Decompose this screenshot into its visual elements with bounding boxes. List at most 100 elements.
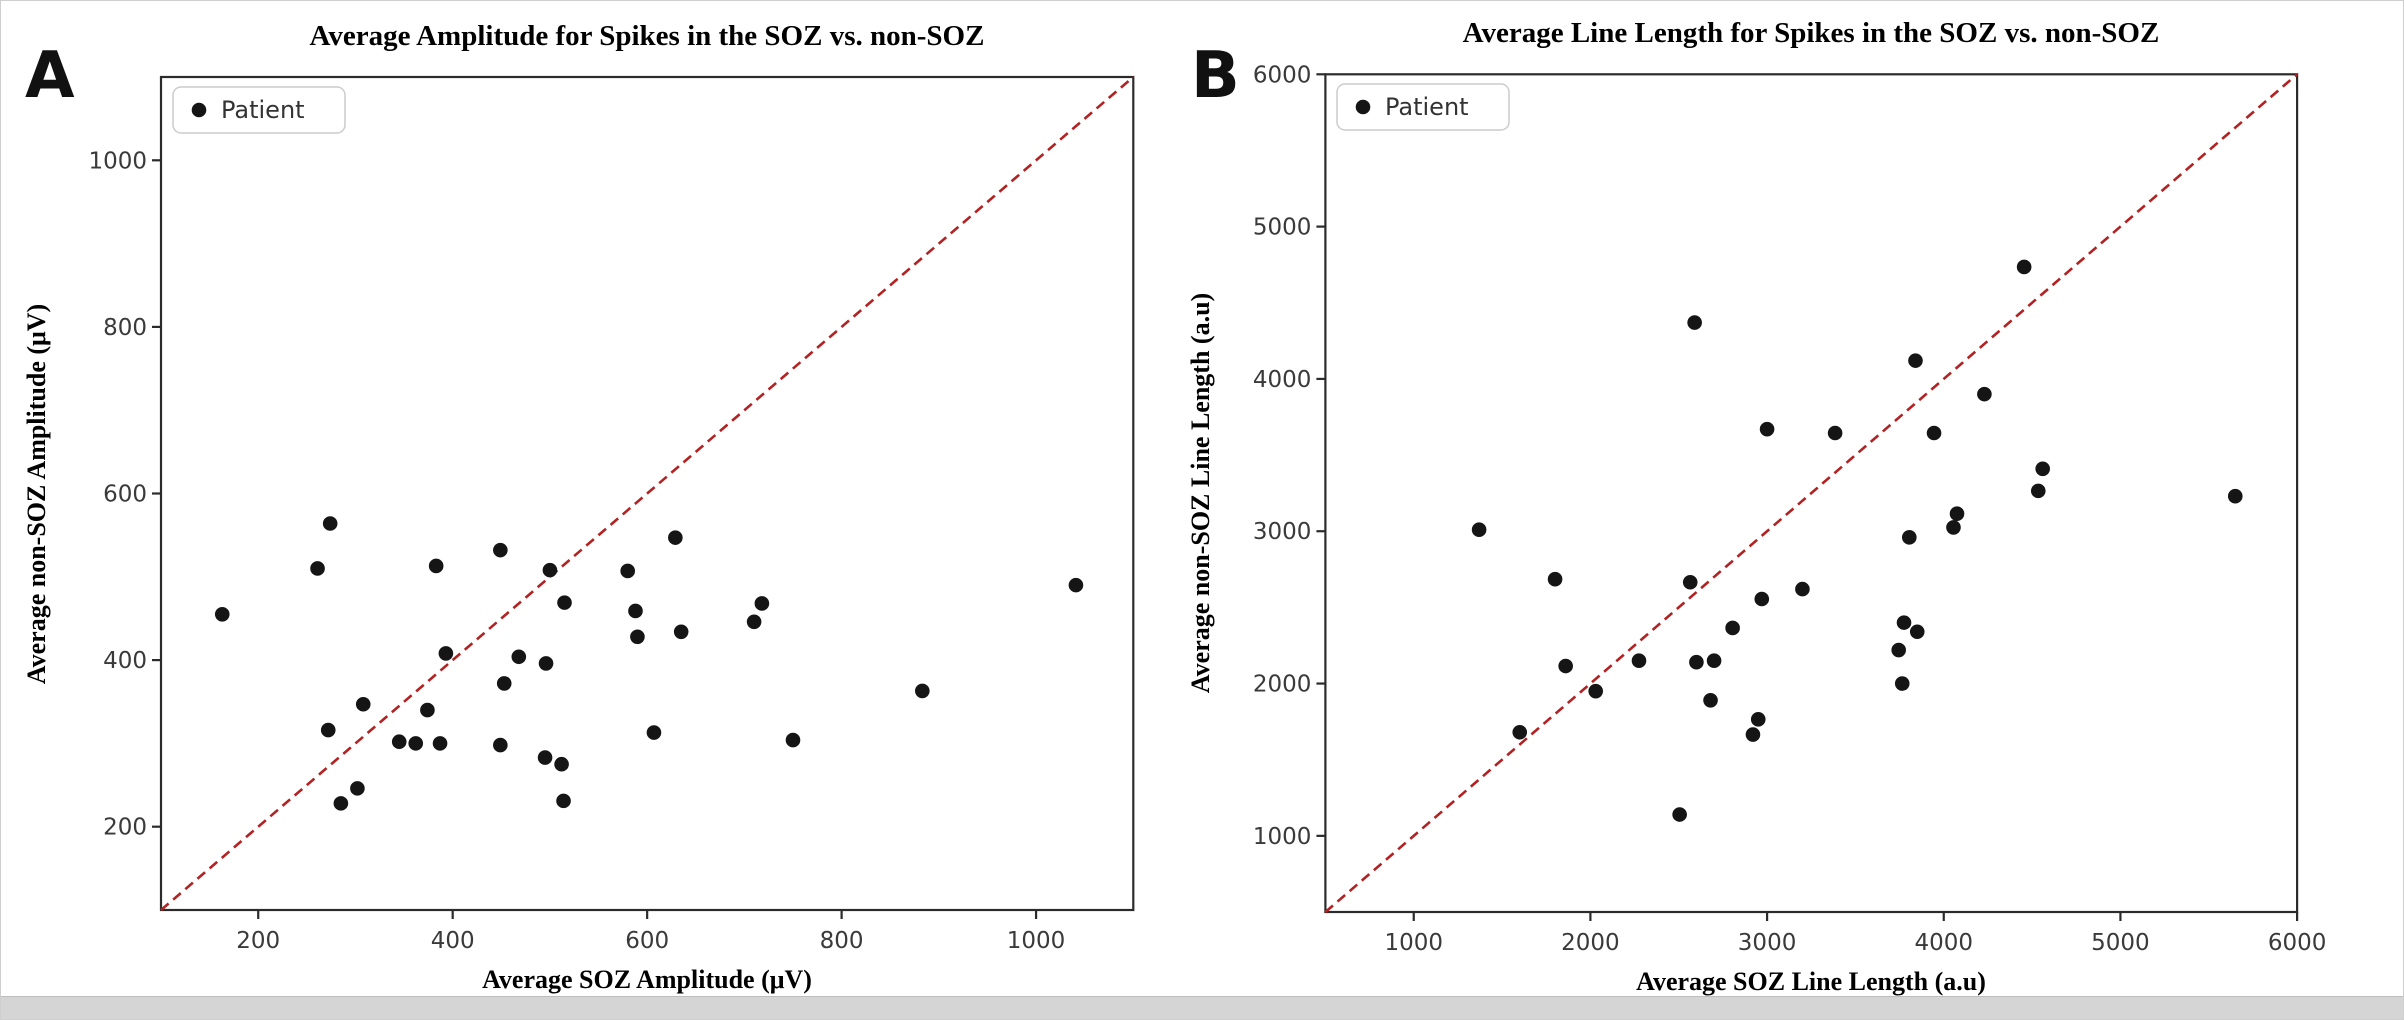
data-point [1471, 522, 1487, 538]
x-tick-label: 200 [236, 928, 280, 954]
data-point [333, 796, 349, 811]
plot-a-yaxis-label: Average non-SOZ Amplitude (μV) [22, 304, 51, 684]
data-point [538, 656, 554, 671]
data-point [1672, 807, 1687, 822]
plot-a-legend: Patient [172, 86, 346, 134]
panel-label-b: B [1191, 39, 1240, 113]
data-point [1891, 642, 1907, 658]
data-point [1946, 520, 1961, 535]
identity-line [1324, 73, 2298, 913]
data-point [1894, 676, 1910, 691]
y-tick-label: 800 [103, 315, 147, 341]
y-tick-label: 4000 [1253, 367, 1312, 393]
data-point [2035, 461, 2050, 477]
legend-marker-icon [191, 102, 207, 118]
data-point [493, 542, 508, 558]
x-tick-label: 400 [431, 928, 475, 954]
data-point [754, 596, 770, 611]
data-point [542, 562, 558, 578]
y-tick-label: 2000 [1253, 672, 1312, 698]
data-point [1977, 386, 1992, 402]
plot-b-title: Average Line Length for Spikes in the SO… [1463, 17, 2160, 49]
scatter-plot-b: 1000 2000 3000 4000 5000 6000 1000 2000 3000 4000… [1253, 62, 2327, 956]
x-tick-label: 1000 [1007, 928, 1066, 954]
x-tick-label: 5000 [2091, 930, 2150, 956]
data-point [1725, 620, 1740, 636]
identity-line [160, 76, 1135, 911]
data-point [620, 563, 636, 579]
x-tick-label: 6000 [2268, 930, 2327, 956]
panel-a-labels: A Average Amplitude for Spikes in the SO… [22, 20, 984, 994]
data-point [1908, 353, 1923, 368]
data-point [1682, 574, 1698, 590]
data-point [915, 683, 930, 699]
data-point [646, 725, 662, 740]
data-point [1827, 425, 1843, 441]
data-point [310, 561, 325, 576]
data-point [408, 736, 424, 751]
y-tick-label: 1000 [1253, 824, 1312, 850]
data-point [1745, 727, 1761, 742]
data-point [320, 722, 336, 738]
data-point [322, 516, 338, 531]
legend-label: Patient [221, 96, 305, 124]
x-tick-label: 4000 [1914, 930, 1973, 956]
data-point [2016, 259, 2032, 275]
data-point [493, 737, 508, 753]
data-point [1706, 653, 1722, 668]
data-point [496, 676, 512, 691]
plot-a-title: Average Amplitude for Spikes in the SOZ … [310, 20, 985, 52]
data-point [1687, 315, 1702, 330]
data-point [511, 649, 527, 665]
panel-label-a: A [25, 39, 75, 113]
scatter-plot-a: 200 400 600 800 1000 200 400 600 800 1000 [88, 75, 1135, 954]
y-tick-label: 600 [103, 482, 147, 508]
x-tick-label: 600 [625, 928, 669, 954]
data-point [785, 732, 801, 748]
data-point [1926, 425, 1942, 441]
y-tick-label: 1000 [88, 148, 147, 174]
data-point [2030, 483, 2046, 499]
window-bottom-edge [1, 996, 2403, 1019]
data-point [1631, 653, 1647, 668]
legend-marker-icon [1355, 99, 1371, 115]
data-point [1754, 591, 1770, 607]
y-tick-label: 200 [103, 815, 147, 841]
data-point [556, 793, 571, 809]
plot-a-xaxis-label: Average SOZ Amplitude (μV) [482, 965, 812, 994]
legend-box [1336, 83, 1510, 131]
plot-b-xaxis-label: Average SOZ Line Length (a.u) [1636, 967, 1986, 996]
y-tick-label: 5000 [1253, 215, 1312, 241]
data-point [1588, 683, 1604, 699]
data-point [1909, 624, 1925, 640]
data-point [628, 603, 643, 619]
data-point [537, 750, 553, 765]
data-point [214, 606, 230, 622]
data-point [630, 629, 645, 645]
data-point [420, 702, 435, 718]
plot-b-yaxis-label: Average non-SOZ Line Length (a.u) [1186, 293, 1215, 693]
data-point [350, 781, 365, 796]
plot-b-legend: Patient [1336, 83, 1510, 131]
data-point [438, 646, 454, 661]
data-point [1949, 506, 1965, 522]
data-point [1547, 571, 1563, 587]
y-tick-label: 6000 [1253, 62, 1312, 88]
data-point [554, 756, 569, 772]
y-tick-label: 400 [103, 648, 147, 674]
data-point [1689, 654, 1704, 670]
data-point [391, 734, 407, 750]
x-tick-label: 800 [820, 928, 864, 954]
panel-b-labels: B Average Line Length for Spikes in the … [1186, 17, 2159, 996]
x-tick-label: 1000 [1384, 930, 1443, 956]
data-point [1512, 724, 1528, 740]
legend-label: Patient [1385, 93, 1469, 121]
x-tick-label: 3000 [1738, 930, 1797, 956]
data-point [1703, 692, 1718, 708]
data-point [428, 558, 444, 574]
legend-box [172, 86, 346, 134]
data-point [432, 736, 448, 751]
data-point [1558, 658, 1573, 674]
data-point [1896, 615, 1912, 630]
